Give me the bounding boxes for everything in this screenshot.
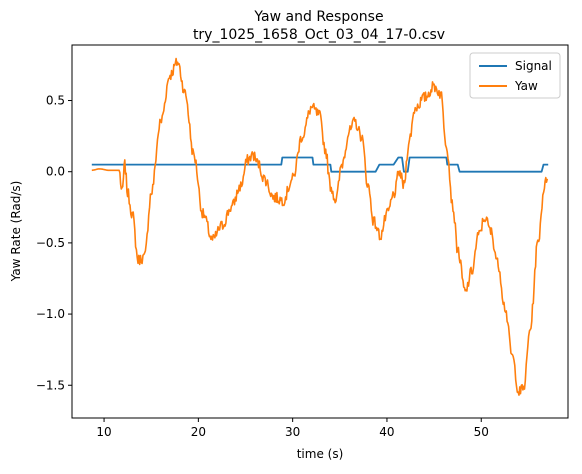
- y-tick-label: 0.5: [46, 94, 65, 108]
- y-tick-label: 0.0: [46, 165, 65, 179]
- x-axis: 10 20 30 40 50: [96, 418, 489, 439]
- x-tick-label: 40: [379, 425, 394, 439]
- series-line-signal: [91, 156, 549, 173]
- x-tick-label: 10: [96, 425, 111, 439]
- y-tick-label: −1.0: [36, 307, 65, 321]
- x-axis-label: time (s): [297, 447, 344, 461]
- x-tick-label: 50: [474, 425, 489, 439]
- x-tick-label: 30: [285, 425, 300, 439]
- plot-frame: [71, 44, 569, 419]
- chart-subtitle: try_1025_1658_Oct_03_04_17-0.csv: [193, 27, 445, 43]
- y-axis: −1.5 −1.0 −0.5 0.0 0.5: [36, 94, 72, 392]
- chart-title: Yaw and Response: [253, 9, 383, 25]
- y-tick-label: −1.5: [36, 378, 65, 392]
- legend: Signal Yaw: [469, 52, 561, 99]
- y-axis-label: Yaw Rate (Rad/s): [9, 181, 23, 283]
- series-layer: [91, 57, 549, 396]
- legend-label-signal: Signal: [515, 59, 552, 73]
- series-line-yaw: [91, 57, 549, 396]
- x-tick-label: 20: [191, 425, 206, 439]
- y-tick-label: −0.5: [36, 236, 65, 250]
- legend-label-yaw: Yaw: [514, 79, 538, 93]
- plot-area: [71, 44, 569, 419]
